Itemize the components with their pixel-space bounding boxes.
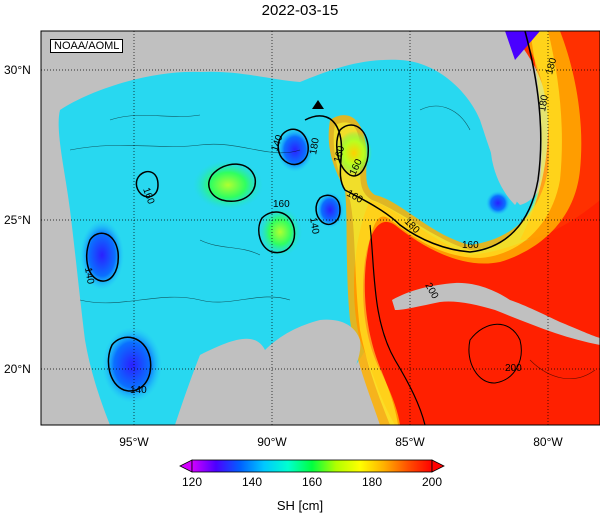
contour-label: 180 — [308, 137, 322, 156]
contour-label: 160 — [332, 144, 347, 163]
chart-title: 2022-03-15 — [261, 2, 339, 19]
colorbar-tick: 120 — [181, 475, 203, 489]
eddy-florida-low — [486, 191, 510, 215]
contour-label: 160 — [273, 199, 290, 210]
contour-label: 140 — [307, 217, 321, 236]
florida-land — [460, 31, 519, 205]
gulf-water — [58, 40, 600, 425]
colorbar-tick: 180 — [361, 475, 383, 489]
contour-label-group: 140 140 140 140 160 160 160 160 160 160 … — [82, 56, 559, 396]
caribbean-water — [354, 200, 600, 425]
lon-label: 80°W — [533, 435, 563, 449]
eddy-green-high-2 — [258, 207, 302, 257]
yucatan-land — [210, 319, 361, 425]
eddy-southwest-low — [102, 327, 162, 403]
lon-label: 90°W — [257, 435, 287, 449]
colorbar-left-arrow — [179, 459, 193, 473]
colorbar — [179, 459, 445, 473]
atlantic-low-corner — [505, 31, 540, 60]
eddy-yellow-high — [336, 131, 372, 175]
loop-current-inner-band — [333, 31, 562, 425]
contour-lines-thin — [69, 105, 596, 379]
colorbar-gradient — [191, 459, 433, 473]
contour-label: 160 — [462, 240, 479, 251]
cuba-land — [392, 282, 600, 345]
contour-label: 180 — [537, 94, 551, 113]
contour-label: 140 — [130, 385, 147, 396]
graticule — [41, 31, 600, 425]
contour-label: 140 — [82, 267, 96, 286]
lon-label: 95°W — [119, 435, 149, 449]
eddy-green-high — [193, 160, 263, 210]
lon-label: 85°W — [395, 435, 425, 449]
colorbar-right-arrow — [431, 459, 445, 473]
station-marker-icon — [312, 100, 324, 109]
colorbar-tick: 160 — [301, 475, 323, 489]
colorbar-label: SH [cm] — [276, 498, 324, 513]
colorbar-tick: 140 — [241, 475, 263, 489]
lat-label: 30°N — [4, 63, 31, 77]
lat-label: 25°N — [4, 213, 31, 227]
lat-label: 20°N — [4, 362, 31, 376]
contour-lines — [85, 31, 542, 425]
colorbar-tick: 200 — [421, 475, 443, 489]
map-frame — [40, 30, 600, 426]
credit-label: NOAA/AOML — [50, 39, 124, 53]
contour-label: 200 — [505, 363, 522, 374]
